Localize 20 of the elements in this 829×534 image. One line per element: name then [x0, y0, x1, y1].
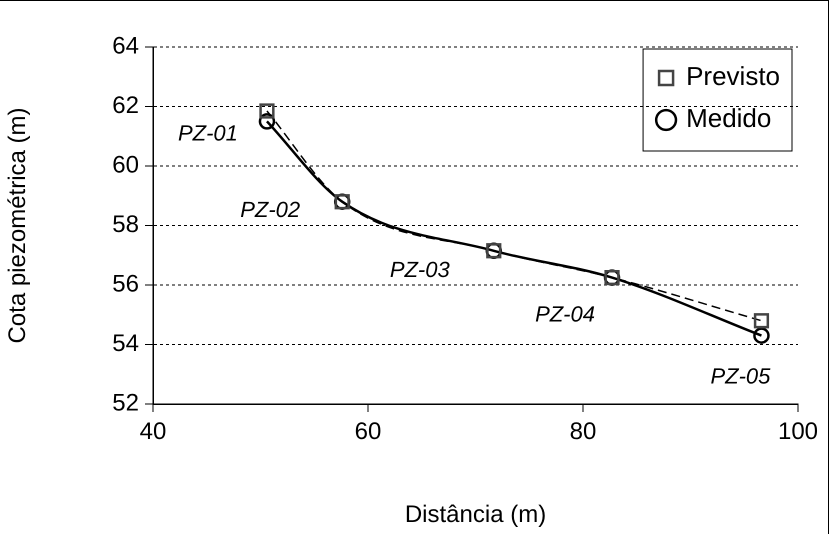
annotation: PZ-04 [535, 302, 595, 327]
annotation: PZ-05 [710, 364, 772, 389]
y-tick-label: 62 [112, 92, 139, 120]
x-axis-title: Distância (m) [404, 501, 546, 528]
x-tick-label: 60 [354, 418, 382, 446]
annotation: PZ-01 [178, 120, 238, 146]
y-tick-label: 56 [112, 270, 139, 298]
y-tick-label: 60 [112, 152, 139, 179]
legend-label: Medido [686, 103, 772, 134]
x-tick-label: 40 [140, 418, 166, 446]
y-axis-title: Cota piezométrica (m) [4, 107, 32, 344]
x-tick-label: 100 [778, 418, 818, 446]
annotation: PZ-02 [240, 196, 300, 222]
y-tick-label: 52 [112, 390, 139, 417]
y-tick-label: 54 [112, 330, 139, 358]
y-tick-label: 58 [112, 211, 139, 238]
y-tick-label: 64 [112, 32, 139, 60]
annotation: PZ-03 [390, 256, 450, 282]
x-tick-label: 80 [570, 418, 596, 446]
legend-label: Previsto [686, 61, 780, 92]
